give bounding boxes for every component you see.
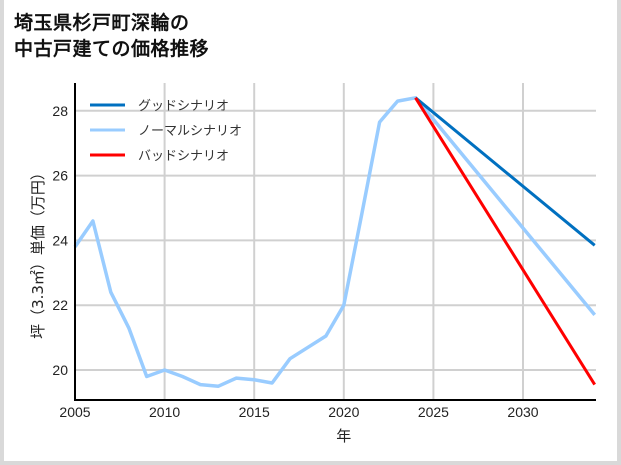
chart-title-line2: 中古戸建ての価格推移 <box>14 38 210 60</box>
x-tick-label: 2010 <box>149 404 180 420</box>
y-tick-label: 20 <box>52 362 68 378</box>
series-line-1 <box>73 96 597 388</box>
series-line-0 <box>414 96 596 247</box>
x-tick-label: 2020 <box>328 404 359 420</box>
chart-title-line1: 埼玉県杉戸町深輪の <box>14 12 190 34</box>
chart-title: 埼玉県杉戸町深輪の 中古戸建ての価格推移 <box>14 10 209 62</box>
x-axis-label: 年 <box>336 427 351 445</box>
x-tick-label: 2015 <box>239 404 270 420</box>
y-tick-label: 26 <box>52 168 68 184</box>
legend-label: グッドシナリオ <box>138 99 229 114</box>
chart-panel: 埼玉県杉戸町深輪の 中古戸建ての価格推移 <box>4 0 617 461</box>
legend-label: ノーマルシナリオ <box>138 124 242 139</box>
x-tick-label: 2025 <box>418 404 449 420</box>
legend-label: バッドシナリオ <box>138 149 229 164</box>
axes <box>74 83 596 401</box>
x-tick-label: 2030 <box>507 404 538 420</box>
tick-labels: 2005 2010 2015 2020 2025 2030 20 22 24 26 28 <box>52 103 538 420</box>
y-axis-label: 坪（3.3㎡）単価（万円） <box>29 165 47 339</box>
y-tick-label: 24 <box>52 232 68 248</box>
x-tick-label: 2005 <box>59 404 90 420</box>
series-lines <box>73 96 597 388</box>
y-tick-label: 22 <box>52 297 68 313</box>
y-tick-label: 28 <box>52 103 68 119</box>
series-line-2 <box>414 97 596 386</box>
